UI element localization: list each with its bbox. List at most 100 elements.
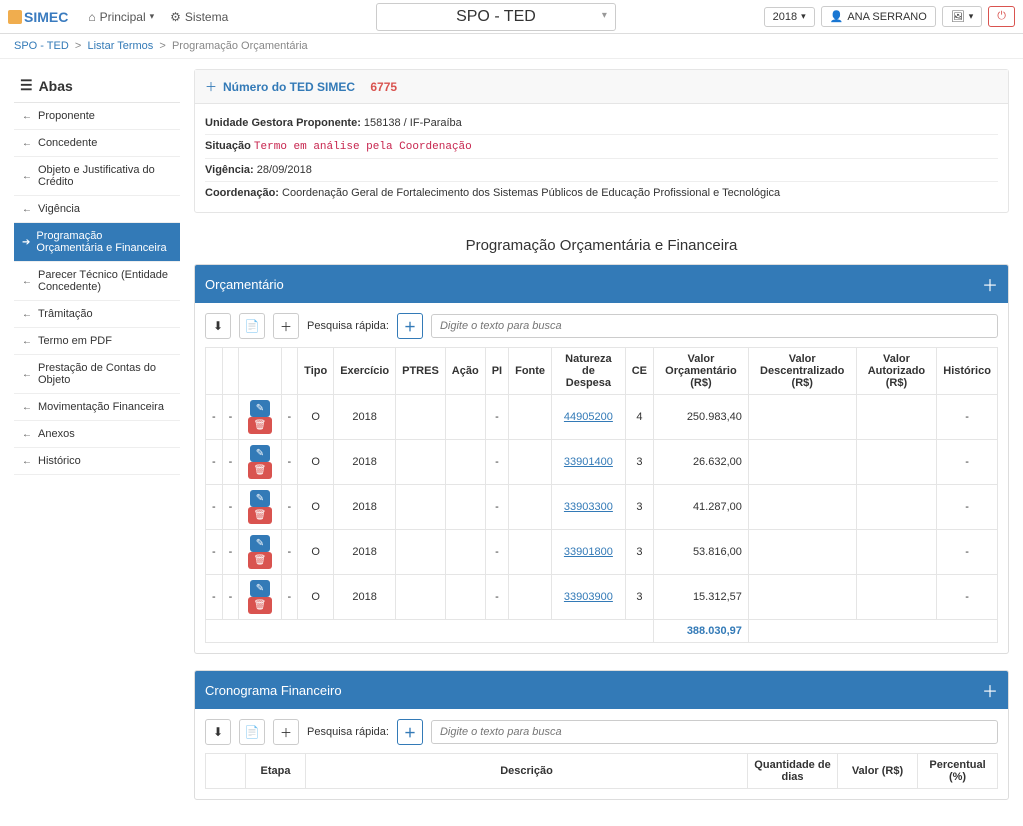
info-row-vigencia: Vigência: 28/09/2018 (205, 159, 998, 182)
vigencia-value: 28/09/2018 (257, 164, 312, 176)
filter-add-button[interactable]: ＋ (397, 313, 423, 339)
search-label-text: Pesquisa rápida: (307, 320, 389, 332)
download-icon: ⬇ (213, 319, 223, 333)
cell-fonte (509, 530, 552, 575)
breadcrumb: SPO - TED > Listar Termos > Programação … (0, 34, 1023, 59)
cell-dash: - (281, 530, 298, 575)
search-input[interactable] (431, 314, 998, 338)
edit-button[interactable]: ✎ (250, 535, 270, 552)
system-title-dropdown[interactable]: SPO - TED ▾ (376, 3, 616, 31)
sidebar-item-4[interactable]: ➔Programação Orçamentária e Financeira (14, 223, 180, 262)
cell-dash: - (206, 395, 223, 440)
cell-actions: ✎ 🗑 (239, 485, 281, 530)
file-button[interactable]: 📄 (239, 719, 265, 745)
sidebar-item-6[interactable]: ←Trâmitação (14, 301, 180, 328)
table-header-row: Etapa Descrição Quantidade de dias Valor… (206, 754, 998, 789)
cell-acao (445, 530, 485, 575)
orcamentario-head: Orçamentário ＋ (195, 265, 1008, 303)
nav-principal[interactable]: ⌂ Principal ▾ (88, 10, 154, 24)
cell-dash: - (281, 575, 298, 620)
delete-button[interactable]: 🗑 (248, 417, 273, 434)
file-button[interactable]: 📄 (239, 313, 265, 339)
natureza-link[interactable]: 33901400 (564, 456, 613, 468)
cronograma-panel: Cronograma Financeiro ＋ ⬇ 📄 ＋ Pesquisa r… (194, 670, 1009, 800)
sidebar-item-0[interactable]: ←Proponente (14, 103, 180, 130)
picture-button[interactable]: 🖼 ▾ (942, 6, 983, 27)
cell-ce: 3 (625, 530, 653, 575)
sidebar-item-2[interactable]: ←Objeto e Justificativa do Crédito (14, 157, 180, 196)
arrow-left-icon: ← (22, 171, 32, 182)
sidebar-item-9[interactable]: ←Movimentação Financeira (14, 394, 180, 421)
edit-button[interactable]: ✎ (250, 400, 270, 417)
add-button[interactable]: ＋ (273, 719, 299, 745)
breadcrumb-level1[interactable]: SPO - TED (14, 40, 69, 52)
sidebar-item-5[interactable]: ←Parecer Técnico (Entidade Concedente) (14, 262, 180, 301)
th-descricao: Descrição (306, 754, 748, 789)
delete-button[interactable]: 🗑 (248, 507, 273, 524)
sidebar-item-1[interactable]: ←Concedente (14, 130, 180, 157)
search-input[interactable] (431, 720, 998, 744)
delete-button[interactable]: 🗑 (248, 462, 273, 479)
user-menu[interactable]: 👤 ANA SERRANO (821, 6, 936, 27)
th-fonte: Fonte (509, 348, 552, 395)
cell-valor-desc (748, 575, 856, 620)
breadcrumb-level2[interactable]: Listar Termos (87, 40, 153, 52)
cell-natureza: 33901800 (552, 530, 626, 575)
natureza-link[interactable]: 33903300 (564, 501, 613, 513)
sidebar-item-10[interactable]: ←Anexos (14, 421, 180, 448)
delete-button[interactable]: 🗑 (248, 552, 273, 569)
th-acao: Ação (445, 348, 485, 395)
delete-button[interactable]: 🗑 (248, 597, 273, 614)
cell-ce: 4 (625, 395, 653, 440)
logo-text: SIMEC (24, 9, 68, 25)
table-header-row: Tipo Exercício PTRES Ação PI Fonte Natur… (206, 348, 998, 395)
edit-button[interactable]: ✎ (250, 580, 270, 597)
edit-button[interactable]: ✎ (250, 490, 270, 507)
sidebar-item-label: Termo em PDF (38, 335, 112, 347)
cell-dash: - (222, 575, 239, 620)
sidebar-item-label: Prestação de Contas do Objeto (38, 362, 172, 386)
sidebar-item-3[interactable]: ←Vigência (14, 196, 180, 223)
th-ptres: PTRES (396, 348, 446, 395)
th-valor-desc: Valor Descentralizado (R$) (748, 348, 856, 395)
th-pi: PI (485, 348, 508, 395)
th-blank (206, 754, 246, 789)
download-button[interactable]: ⬇ (205, 313, 231, 339)
sidebar: ☰ Abas ←Proponente←Concedente←Objeto e J… (14, 69, 180, 816)
cell-actions: ✎ 🗑 (239, 530, 281, 575)
natureza-link[interactable]: 33903900 (564, 591, 613, 603)
th-blank4 (281, 348, 298, 395)
cell-valor-orc: 250.983,40 (654, 395, 749, 440)
main: ＋ Número do TED SIMEC 6775 Unidade Gesto… (194, 69, 1009, 816)
arrow-left-icon: ← (22, 336, 32, 347)
cell-valor-desc (748, 395, 856, 440)
logout-button[interactable]: ⏻ (988, 6, 1015, 27)
info-panel: ＋ Número do TED SIMEC 6775 Unidade Gesto… (194, 69, 1009, 213)
cell-fonte (509, 485, 552, 530)
add-cronograma-icon[interactable]: ＋ (982, 678, 998, 702)
cell-dash: - (281, 485, 298, 530)
cell-historico: - (937, 530, 998, 575)
nav-sistema[interactable]: ⚙ Sistema (170, 10, 228, 24)
filter-add-button[interactable]: ＋ (397, 719, 423, 745)
download-button[interactable]: ⬇ (205, 719, 231, 745)
natureza-link[interactable]: 44905200 (564, 411, 613, 423)
cronograma-toolbar: ⬇ 📄 ＋ Pesquisa rápida: ＋ (205, 719, 998, 745)
sidebar-item-11[interactable]: ←Histórico (14, 448, 180, 475)
natureza-link[interactable]: 33901800 (564, 546, 613, 558)
sidebar-item-7[interactable]: ← Termo em PDF (14, 328, 180, 355)
sidebar-item-label: Parecer Técnico (Entidade Concedente) (38, 269, 172, 293)
add-orcamentario-icon[interactable]: ＋ (982, 272, 998, 296)
th-percentual: Percentual (%) (918, 754, 998, 789)
arrow-left-icon: ← (22, 429, 32, 440)
year-dropdown[interactable]: 2018 ▾ (764, 7, 815, 27)
th-blank2 (222, 348, 239, 395)
info-head[interactable]: ＋ Número do TED SIMEC 6775 (195, 70, 1008, 104)
logo: SIMEC (8, 9, 68, 25)
add-button[interactable]: ＋ (273, 313, 299, 339)
cell-valor-orc: 26.632,00 (654, 440, 749, 485)
content: ☰ Abas ←Proponente←Concedente←Objeto e J… (0, 59, 1023, 826)
sidebar-item-8[interactable]: ←Prestação de Contas do Objeto (14, 355, 180, 394)
cell-ptres (396, 440, 446, 485)
edit-button[interactable]: ✎ (250, 445, 270, 462)
